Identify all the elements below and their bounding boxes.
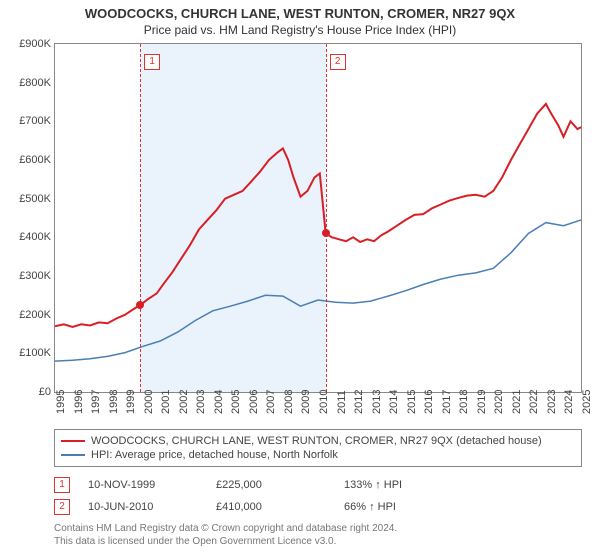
sale-dot [136,301,144,309]
x-tick-label: 2012 [353,396,365,414]
chart-lines [55,44,581,392]
series-line-subject [55,104,581,327]
x-tick-label: 1999 [125,396,137,414]
x-tick-label: 2002 [178,396,190,414]
x-tick-label: 2025 [581,396,593,414]
x-tick-label: 2000 [143,396,155,414]
sales-list: 1 10-NOV-1999 £225,000 133% ↑ HPI 2 10-J… [54,475,582,519]
page-title: WOODCOCKS, CHURCH LANE, WEST RUNTON, CRO… [10,6,590,21]
x-tick-label: 1997 [90,396,102,414]
x-tick-label: 2019 [476,396,488,414]
x-tick-label: 2016 [423,396,435,414]
price-chart: £0£100K£200K£300K£400K£500K£600K£700K£80… [54,43,582,393]
sale-date: 10-JUN-2010 [88,501,198,513]
x-tick-label: 1998 [108,396,120,414]
y-tick-label: £400K [9,231,55,243]
x-tick-label: 2021 [511,396,523,414]
page-subtitle: Price paid vs. HM Land Registry's House … [10,23,590,37]
y-tick-label: £500K [9,193,55,205]
sale-marker-line [140,44,141,392]
x-tick-label: 2006 [248,396,260,414]
x-tick-label: 2009 [300,396,312,414]
sale-marker-line [326,44,327,392]
sale-flag-icon: 1 [54,477,70,493]
x-tick-label: 2018 [458,396,470,414]
y-tick-label: £200K [9,309,55,321]
x-tick-label: 2013 [371,396,383,414]
sale-flag-icon: 1 [144,54,160,70]
footnote-line: This data is licensed under the Open Gov… [54,536,582,549]
legend: WOODCOCKS, CHURCH LANE, WEST RUNTON, CRO… [54,429,582,467]
x-tick-label: 2024 [563,396,575,414]
legend-row: WOODCOCKS, CHURCH LANE, WEST RUNTON, CRO… [61,434,575,448]
sale-flag-icon: 2 [54,499,70,515]
x-tick-label: 2004 [213,396,225,414]
sale-dot [322,229,330,237]
x-tick-label: 2003 [195,396,207,414]
x-tick-label: 2014 [388,396,400,414]
y-tick-label: £300K [9,270,55,282]
y-tick-label: £900K [9,38,55,50]
footnote: Contains HM Land Registry data © Crown c… [54,523,582,548]
x-tick-label: 2007 [265,396,277,414]
x-tick-label: 2023 [546,396,558,414]
x-tick-label: 1996 [73,396,85,414]
legend-swatch [61,440,85,442]
x-tick-label: 2008 [283,396,295,414]
x-tick-label: 2011 [336,396,348,414]
y-tick-label: £700K [9,115,55,127]
x-tick-label: 1995 [55,396,67,414]
legend-row: HPI: Average price, detached house, Nort… [61,448,575,462]
y-tick-label: £600K [9,154,55,166]
footnote-line: Contains HM Land Registry data © Crown c… [54,523,582,536]
x-tick-label: 2022 [528,396,540,414]
y-tick-label: £100K [9,347,55,359]
series-line-hpi [55,220,581,361]
x-tick-label: 2001 [160,396,172,414]
sale-price: £225,000 [216,479,326,491]
x-tick-label: 2015 [406,396,418,414]
legend-swatch [61,454,85,456]
sale-price: £410,000 [216,501,326,513]
legend-label: WOODCOCKS, CHURCH LANE, WEST RUNTON, CRO… [91,435,542,447]
x-tick-label: 2010 [318,396,330,414]
legend-label: HPI: Average price, detached house, Nort… [91,449,338,461]
sale-row: 2 10-JUN-2010 £410,000 66% ↑ HPI [54,497,582,519]
x-tick-label: 2005 [230,396,242,414]
y-tick-label: £0 [9,386,55,398]
sale-row: 1 10-NOV-1999 £225,000 133% ↑ HPI [54,475,582,497]
y-tick-label: £800K [9,77,55,89]
sale-delta: 133% ↑ HPI [344,479,454,491]
sale-flag-icon: 2 [330,54,346,70]
sale-date: 10-NOV-1999 [88,479,198,491]
sale-delta: 66% ↑ HPI [344,501,454,513]
x-tick-label: 2020 [493,396,505,414]
x-tick-label: 2017 [441,396,453,414]
